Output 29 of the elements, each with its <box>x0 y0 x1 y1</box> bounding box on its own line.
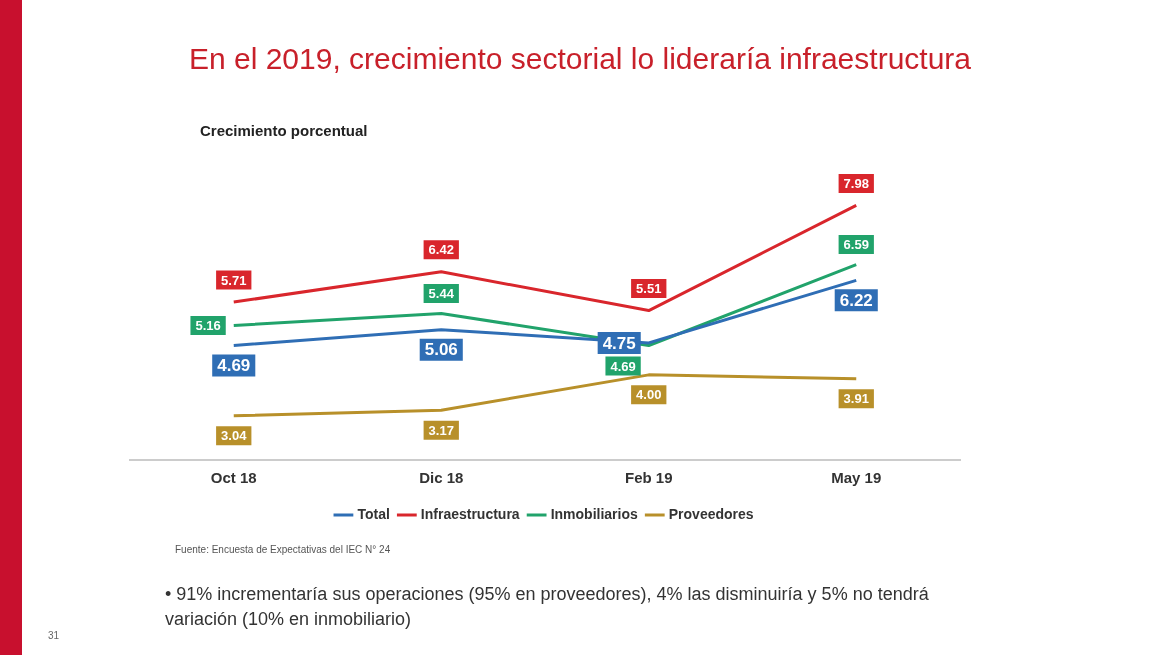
data-label: 4.69 <box>217 356 251 376</box>
legend-label: Infraestructura <box>420 505 520 522</box>
data-label: 6.42 <box>428 242 454 258</box>
data-label: 4.69 <box>610 358 636 374</box>
data-label: 3.91 <box>843 391 869 407</box>
data-label: 3.17 <box>428 422 454 438</box>
text: • 91% incrementaría sus operaciones (95% en proveedores), 4% las disminuiría y 5% no tendrá variación (10% en inmobiliario) <box>165 583 930 631</box>
data-label: 5.51 <box>636 281 662 297</box>
x-tick-label: Dic 18 <box>419 469 464 487</box>
data-label: 5.44 <box>428 286 455 302</box>
chart-title: En el 2019, crecimiento sectorial lo lideraría infraestructura <box>187 42 972 76</box>
data-label: 4.75 <box>602 333 636 353</box>
data-label: 6.59 <box>843 237 869 253</box>
legend-label: Proveedores <box>668 505 754 522</box>
data-label: 5.06 <box>424 340 458 360</box>
legend-label: Total <box>357 505 390 522</box>
data-label: 6.22 <box>839 291 873 311</box>
data-label: 4.00 <box>636 387 662 403</box>
chart-subtitle: Crecimiento porcentual <box>200 122 368 139</box>
data-label: 5.16 <box>195 318 221 334</box>
data-label: 3.04 <box>221 428 248 444</box>
x-tick-label: May 19 <box>831 469 882 487</box>
source-note: Fuente: Encuesta de Expectativas del IEC N° 24 <box>175 544 391 555</box>
legend-label: Inmobiliarios <box>550 505 638 522</box>
data-label: 7.98 <box>843 176 869 191</box>
x-tick-label: Oct 18 <box>210 469 257 487</box>
x-tick-label: Feb 19 <box>624 469 673 487</box>
data-label: 5.71 <box>221 272 247 288</box>
text: 31 <box>48 630 60 641</box>
